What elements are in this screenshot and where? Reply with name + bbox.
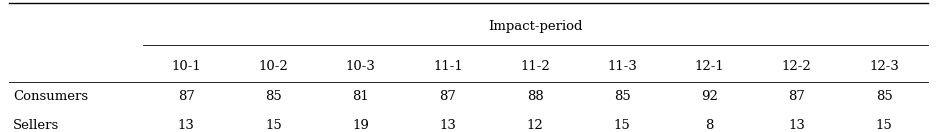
Text: 13: 13 [178,119,195,132]
Text: 85: 85 [613,90,630,103]
Text: 85: 85 [265,90,282,103]
Text: 11-2: 11-2 [519,60,549,72]
Text: 12-2: 12-2 [781,60,811,72]
Text: 12-1: 12-1 [694,60,724,72]
Text: 15: 15 [875,119,891,132]
Text: 11-1: 11-1 [432,60,462,72]
Text: 15: 15 [265,119,282,132]
Text: 85: 85 [875,90,891,103]
Text: 19: 19 [352,119,369,132]
Text: 10-1: 10-1 [171,60,201,72]
Text: 15: 15 [613,119,630,132]
Text: 87: 87 [787,90,804,103]
Text: Impact-period: Impact-period [488,20,581,33]
Text: 81: 81 [352,90,369,103]
Text: 87: 87 [439,90,456,103]
Text: 92: 92 [700,90,717,103]
Text: 12-3: 12-3 [869,60,898,72]
Text: 13: 13 [787,119,804,132]
Text: 12: 12 [526,119,543,132]
Text: Sellers: Sellers [13,119,59,132]
Text: 10-2: 10-2 [258,60,288,72]
Text: 11-3: 11-3 [607,60,636,72]
Text: Consumers: Consumers [13,90,88,103]
Text: 8: 8 [705,119,713,132]
Text: 87: 87 [178,90,195,103]
Text: 13: 13 [439,119,456,132]
Text: 88: 88 [526,90,543,103]
Text: 10-3: 10-3 [345,60,375,72]
